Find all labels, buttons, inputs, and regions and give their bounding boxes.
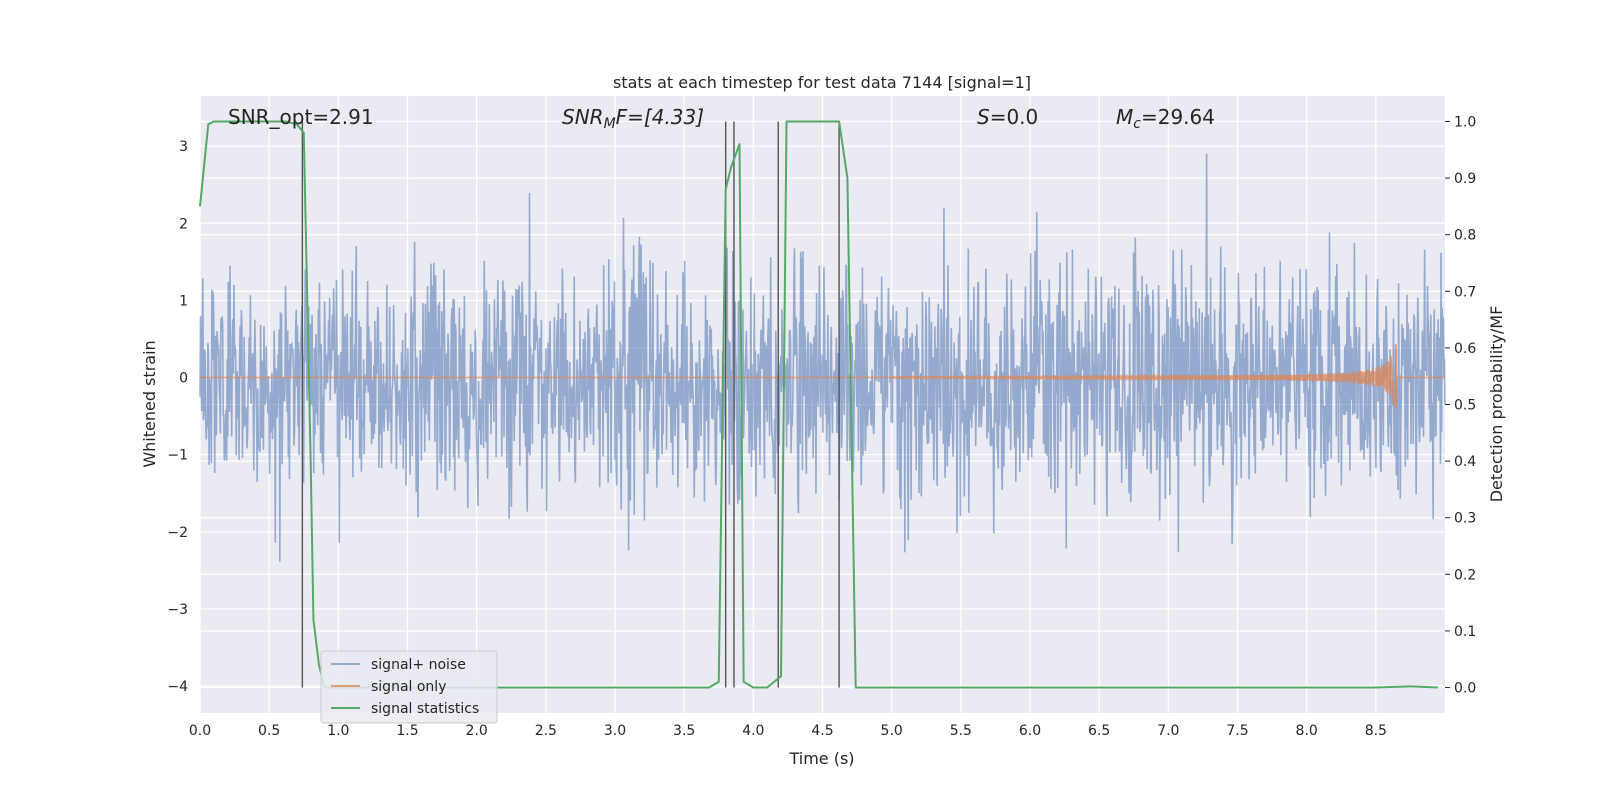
- series-signal-statistics: [199, 120, 1439, 689]
- y-left-tick-label: −4: [167, 679, 188, 695]
- y-right-tick-label: 0.0: [1454, 681, 1476, 697]
- y-left-tick-label: 1: [179, 293, 188, 309]
- series-line-signal-statistics: [199, 120, 1439, 689]
- series-line-signal-noise: [199, 153, 1446, 562]
- annotation-snr-opt: SNR_opt=2.91: [228, 105, 374, 129]
- y-left-tick-label: 0: [179, 371, 188, 387]
- legend-label-signal-statistics: signal statistics: [371, 701, 479, 717]
- y-right-tick-label: 1.0: [1454, 114, 1476, 130]
- legend-label-signal-noise: signal+ noise: [371, 657, 466, 673]
- series-line-signal-only: [200, 343, 1445, 409]
- x-tick-label: 3.0: [604, 723, 626, 739]
- y-left-tick-label: −3: [167, 602, 188, 618]
- x-tick-label: 6.0: [1019, 723, 1041, 739]
- y-left-axis-label: Whitened strain: [140, 340, 159, 467]
- x-tick-label: 5.0: [881, 723, 903, 739]
- x-axis-label: Time (s): [788, 749, 854, 768]
- annotation-s: S=0.0: [977, 105, 1038, 129]
- x-tick-label: 1.0: [327, 723, 349, 739]
- legend-box: [320, 650, 498, 724]
- legend-label-signal-only: signal only: [371, 679, 446, 695]
- y-left-tick-label: 3: [179, 139, 188, 155]
- y-right-tick-labels: 1.0 0.9 0.8 0.7 0.6 0.5 0.4 0.3 0.2 0.1 0.0: [1445, 114, 1476, 697]
- y-right-tick-label: 0.3: [1454, 511, 1476, 527]
- annotation-mc: Mc=29.64: [1116, 105, 1215, 132]
- x-tick-label: 8.5: [1365, 723, 1387, 739]
- y-right-tick-label: 0.6: [1454, 341, 1476, 357]
- chart-title: stats at each timestep for test data 714…: [613, 73, 1031, 92]
- series-signal-noise: [199, 153, 1446, 562]
- marker-lines: [301, 121, 840, 688]
- y-left-tick-labels: 3 2 1 0 −1 −2 −3 −4: [167, 139, 188, 695]
- x-tick-label: 2.0: [466, 723, 488, 739]
- x-tick-labels: 0.0 0.5 1.0 1.5 2.0 2.5 3.0 3.5 4.0 4.5 5.0 5.5 6.0 6…: [189, 723, 1387, 739]
- x-tick-label: 4.5: [811, 723, 833, 739]
- annotation-snr-mf: SNRMF=[4.33]: [562, 105, 704, 132]
- y-right-tick-label: 0.5: [1454, 398, 1476, 414]
- y-right-axis-label: Detection probability/MF: [1487, 306, 1506, 503]
- x-tick-label: 2.5: [535, 723, 557, 739]
- series-signal-only: [200, 343, 1445, 409]
- x-tick-label: 0.0: [189, 723, 211, 739]
- x-tick-label: 8.0: [1296, 723, 1318, 739]
- x-tick-label: 3.5: [673, 723, 695, 739]
- legend: signal+ noise signal only signal statist…: [320, 650, 498, 724]
- y-right-tick-label: 0.2: [1454, 567, 1476, 583]
- y-left-tick-label: −2: [167, 525, 188, 541]
- y-right-tick-label: 0.8: [1454, 228, 1476, 244]
- x-tick-label: 6.5: [1088, 723, 1110, 739]
- y-left-tick-label: 2: [179, 216, 188, 232]
- x-tick-label: 0.5: [258, 723, 280, 739]
- x-tick-label: 1.5: [396, 723, 418, 739]
- x-tick-label: 7.5: [1226, 723, 1248, 739]
- y-right-tick-label: 0.1: [1454, 624, 1476, 640]
- y-right-tick-label: 0.7: [1454, 284, 1476, 300]
- x-tick-label: 4.0: [742, 723, 764, 739]
- y-right-tick-label: 0.4: [1454, 454, 1476, 470]
- y-right-tick-label: 0.9: [1454, 171, 1476, 187]
- x-tick-label: 5.5: [950, 723, 972, 739]
- x-tick-label: 7.0: [1157, 723, 1179, 739]
- y-left-tick-label: −1: [167, 448, 188, 464]
